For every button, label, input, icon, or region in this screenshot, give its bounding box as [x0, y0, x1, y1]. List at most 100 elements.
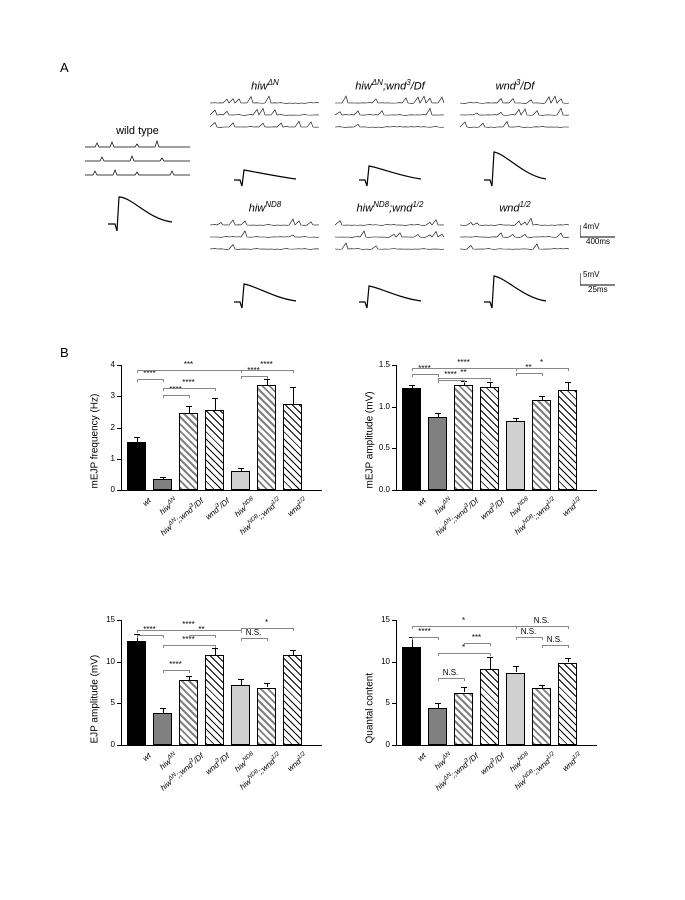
mejp-trace: [210, 95, 320, 135]
sig-line: [516, 373, 542, 374]
sig-drop: [163, 670, 164, 673]
y-tick-label: 5: [99, 698, 115, 707]
wild-type-group: wild type: [85, 125, 190, 244]
bar: [205, 655, 224, 745]
sig-drop: [241, 628, 242, 631]
mejp-trace: [85, 139, 190, 184]
y-tick: [392, 662, 396, 663]
y-tick-label: 1.0: [374, 402, 390, 411]
bar: [480, 669, 499, 745]
ejp-trace: [353, 262, 428, 314]
genotype-group: hiwΔN;wnd3/Df: [335, 78, 445, 197]
ejp-trace: [478, 140, 553, 192]
y-tick: [117, 662, 121, 663]
sig-line: [438, 378, 490, 379]
error-cap: [487, 657, 493, 658]
y-tick-label: 2: [99, 423, 115, 432]
y-axis-label: EJP amplitude (mV): [90, 633, 101, 743]
y-axis-label: Quantal content: [365, 633, 376, 743]
error-cap: [435, 703, 441, 704]
y-tick: [392, 407, 396, 408]
y-tick-label: 0.0: [374, 485, 390, 494]
sig-drop: [542, 373, 543, 376]
bar: [205, 410, 224, 490]
y-tick: [117, 428, 121, 429]
y-tick-label: 15: [99, 615, 115, 624]
error-cap: [565, 382, 571, 383]
sig-line: [163, 645, 215, 646]
y-tick: [392, 620, 396, 621]
error-bar: [490, 657, 491, 670]
y-tick-label: 4: [99, 360, 115, 369]
scale-y-text: 4mV: [583, 222, 599, 231]
sig-drop: [215, 635, 216, 638]
error-cap: [409, 385, 415, 386]
sig-drop: [189, 395, 190, 398]
y-axis-label: mEJP amplitude (mV): [365, 378, 376, 488]
bar: [454, 693, 473, 746]
sig-drop: [137, 630, 138, 633]
sig-drop: [137, 370, 138, 373]
y-tick-label: 10: [374, 657, 390, 666]
sig-line: [137, 379, 163, 380]
error-cap: [186, 406, 192, 407]
sig-line: [412, 637, 438, 638]
sig-line: [438, 380, 464, 381]
genotype-group: wnd1/2: [460, 200, 570, 319]
bar: [454, 385, 473, 490]
error-cap: [212, 398, 218, 399]
sig-drop: [412, 374, 413, 377]
error-cap: [539, 396, 545, 397]
bar: [283, 404, 302, 490]
error-bar: [568, 382, 569, 390]
sig-drop: [412, 368, 413, 371]
y-tick-label: 0.5: [374, 443, 390, 452]
ejp-trace: [228, 140, 303, 192]
error-cap: [264, 683, 270, 684]
sig-label: ****: [174, 378, 204, 387]
sig-line: [241, 376, 267, 377]
scale-x-text: 25ms: [588, 285, 608, 294]
y-tick-label: 3: [99, 391, 115, 400]
sig-label: ****: [449, 358, 479, 367]
error-cap: [539, 685, 545, 686]
sig-drop: [516, 626, 517, 629]
bar: [532, 400, 551, 490]
ejp-trace: [353, 140, 428, 192]
mejp-trace: [210, 217, 320, 257]
sig-line: [137, 635, 163, 636]
panel-b-label: B: [60, 345, 69, 360]
sig-drop: [163, 395, 164, 398]
y-tick-label: 1: [99, 454, 115, 463]
sig-drop: [516, 368, 517, 371]
sig-line: [438, 653, 490, 654]
scale-mejp: 4mV 400ms: [580, 225, 620, 250]
error-cap: [435, 413, 441, 414]
y-tick: [392, 448, 396, 449]
chart-ejp-amp: EJP amplitude (mV)051015wthiwΔNhiwΔN;;wn…: [95, 620, 335, 835]
genotype-label: hiwND8: [210, 200, 320, 215]
sig-line: [412, 626, 516, 627]
panel-a-label: A: [60, 60, 69, 75]
sig-line: [438, 678, 464, 679]
sig-drop: [438, 378, 439, 381]
sig-line: [163, 388, 215, 389]
bar: [179, 413, 198, 490]
sig-drop: [568, 645, 569, 648]
ejp-trace: [478, 262, 553, 314]
error-bar: [293, 387, 294, 404]
mejp-trace: [460, 217, 570, 257]
mejp-trace: [335, 217, 445, 257]
sig-drop: [163, 635, 164, 638]
y-tick: [117, 365, 121, 366]
y-tick-label: 0: [99, 485, 115, 494]
sig-drop: [412, 626, 413, 629]
sig-label: N.S.: [436, 668, 466, 677]
genotype-label: hiwND8;wnd1/2: [335, 200, 445, 215]
y-tick: [392, 703, 396, 704]
sig-drop: [293, 370, 294, 373]
sig-drop: [568, 626, 569, 629]
sig-line: [241, 638, 267, 639]
sig-line: [516, 637, 542, 638]
error-cap: [160, 477, 166, 478]
